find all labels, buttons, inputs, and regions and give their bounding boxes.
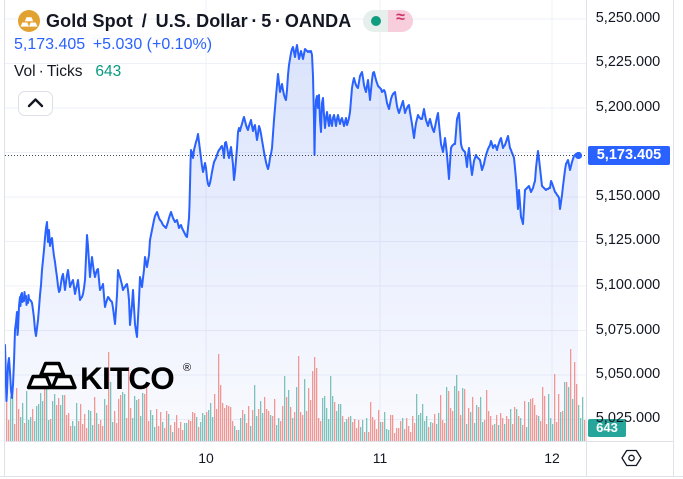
svg-text:®: ® [183,362,191,374]
svg-text:KITCO: KITCO [80,360,174,396]
